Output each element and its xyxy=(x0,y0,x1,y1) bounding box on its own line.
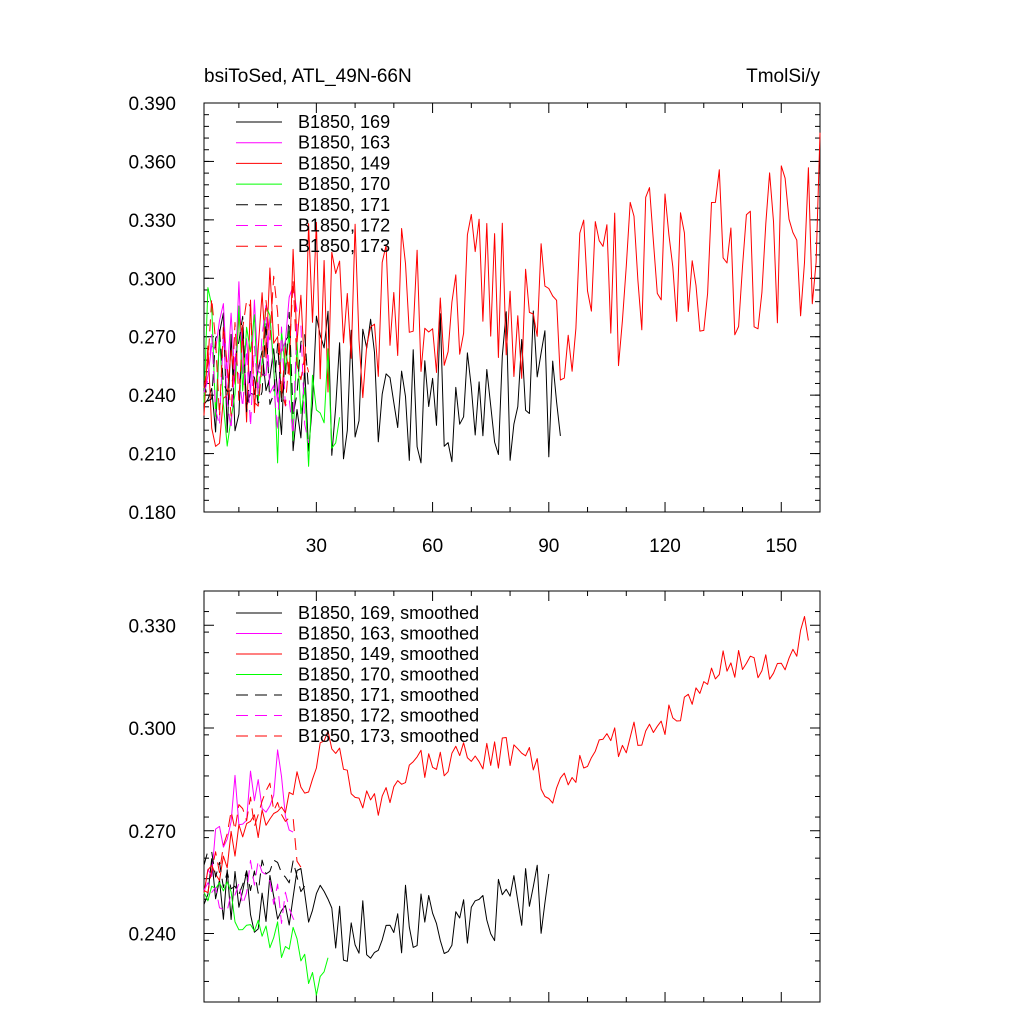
bottom-series-lines xyxy=(203,616,809,996)
legend-label: B1850, 171 xyxy=(298,195,390,215)
legend-label: B1850, 149, smoothed xyxy=(298,644,479,664)
x-tick-label: 120 xyxy=(649,536,681,557)
legend-label: B1850, 173 xyxy=(298,236,390,256)
series-line-2 xyxy=(203,616,809,893)
y-tick-label: 0.270 xyxy=(128,328,176,349)
x-tick-label: 90 xyxy=(538,536,559,557)
y-tick-label: 0.210 xyxy=(128,445,176,466)
y-tick-label: 0.180 xyxy=(128,503,176,524)
y-tick-label: 0.300 xyxy=(128,269,176,290)
legend-label: B1850, 149 xyxy=(298,153,390,173)
y-tick-label: 0.390 xyxy=(128,94,176,115)
x-tick-label: 150 xyxy=(765,536,797,557)
legend-label: B1850, 169, smoothed xyxy=(298,603,479,623)
panel-title-right: TmolSi/y xyxy=(746,66,820,87)
x-tick-label: 30 xyxy=(306,536,327,557)
top-axis-ticks xyxy=(204,102,820,513)
y-tick-label: 0.300 xyxy=(128,719,176,740)
y-tick-label: 0.330 xyxy=(128,616,176,637)
series-line-1 xyxy=(203,749,294,895)
series-line-0 xyxy=(203,858,550,962)
legend-label: B1850, 171, smoothed xyxy=(298,685,479,705)
top-series-lines xyxy=(203,132,821,467)
y-tick-label: 0.240 xyxy=(128,925,176,946)
top-axis-tick-labels: 30 60 90 120 150 0.180 0.210 0.240 0.270 0.300 0.3… xyxy=(128,94,797,557)
panel-title-left: bsiToSed, ATL_49N-66N xyxy=(204,66,412,87)
legend-label: B1850, 172 xyxy=(298,216,390,236)
y-tick-label: 0.240 xyxy=(128,386,176,407)
legend-label: B1850, 170 xyxy=(298,174,390,194)
bottom-axis-tick-labels: 0.240 0.270 0.300 0.330 xyxy=(128,616,176,945)
legend-label: B1850, 163 xyxy=(298,133,390,153)
bottom-axis-ticks xyxy=(204,590,820,1003)
y-tick-label: 0.270 xyxy=(128,822,176,843)
series-line-5 xyxy=(203,304,310,444)
series-line-4 xyxy=(203,311,310,416)
series-line-1 xyxy=(203,281,298,403)
bottom-plot-frame xyxy=(203,590,821,1003)
legend-label: B1850, 169 xyxy=(298,112,390,132)
series-line-5 xyxy=(203,859,298,926)
top-plot-frame xyxy=(203,102,821,513)
top-panel: bsiToSed, ATL_49N-66N TmolSi/y 30 60 90 120… xyxy=(128,66,821,557)
series-line-2 xyxy=(203,132,821,447)
legend-label: B1850, 172, smoothed xyxy=(298,706,479,726)
series-line-3 xyxy=(203,287,341,467)
series-line-6 xyxy=(203,275,310,417)
series-line-6 xyxy=(203,782,302,894)
y-tick-label: 0.360 xyxy=(128,152,176,173)
x-tick-label: 60 xyxy=(422,536,443,557)
legend-label: B1850, 170, smoothed xyxy=(298,665,479,685)
series-line-4 xyxy=(203,850,306,895)
legend-label: B1850, 173, smoothed xyxy=(298,726,479,746)
series-line-3 xyxy=(203,881,329,996)
bottom-panel: 0.240 0.270 0.300 0.330 B1850, 169, smoothe… xyxy=(128,590,821,1003)
y-tick-label: 0.330 xyxy=(128,211,176,232)
legend-label: B1850, 163, smoothed xyxy=(298,624,479,644)
